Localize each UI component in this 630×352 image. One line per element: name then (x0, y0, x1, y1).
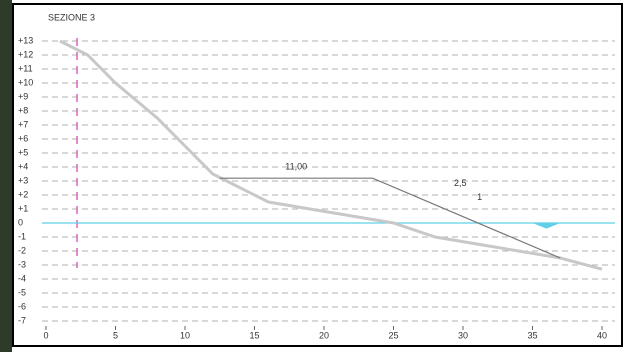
y-tick-label: -2 (18, 245, 26, 255)
side-strip (0, 0, 12, 352)
annotation: 11,00 (285, 161, 307, 171)
y-tick-label: +2 (18, 189, 28, 199)
x-tick-label: 15 (249, 330, 259, 340)
y-tick-label: -5 (18, 287, 26, 297)
x-tick-label: 30 (458, 330, 468, 340)
chart: SEZIONE 3 +13+12+11+10+9+8+7+6+5+4+3+2+1… (0, 0, 630, 352)
y-tick-label: +8 (18, 105, 28, 115)
y-tick-label: +11 (18, 63, 33, 73)
y-tick-label: +6 (18, 133, 28, 143)
y-tick-label: -3 (18, 259, 26, 269)
x-tick-label: 20 (319, 330, 329, 340)
y-tick-label: +7 (18, 119, 28, 129)
x-tick-label: 0 (43, 330, 48, 340)
y-tick-label: +1 (18, 203, 28, 213)
x-tick-label: 5 (113, 330, 118, 340)
y-tick-label: +3 (18, 175, 28, 185)
chart-title: SEZIONE 3 (48, 12, 95, 22)
x-tick-label: 40 (597, 330, 607, 340)
y-tick-label: +9 (18, 91, 28, 101)
y-tick-label: -4 (18, 273, 26, 283)
y-tick-label: -6 (18, 301, 26, 311)
x-tick-label: 10 (180, 330, 190, 340)
x-tick-label: 25 (388, 330, 398, 340)
y-tick-label: -7 (18, 315, 26, 325)
y-tick-label: +12 (18, 49, 33, 59)
x-tick-label: 35 (527, 330, 537, 340)
y-tick-label: +4 (18, 161, 28, 171)
annotation: 1 (477, 192, 482, 202)
y-tick-label: +5 (18, 147, 28, 157)
y-tick-label: 0 (18, 217, 23, 227)
y-tick-label: +10 (18, 77, 33, 87)
y-tick-label: -1 (18, 231, 26, 241)
y-tick-label: +13 (18, 35, 33, 45)
annotation: 2,5 (454, 178, 467, 188)
